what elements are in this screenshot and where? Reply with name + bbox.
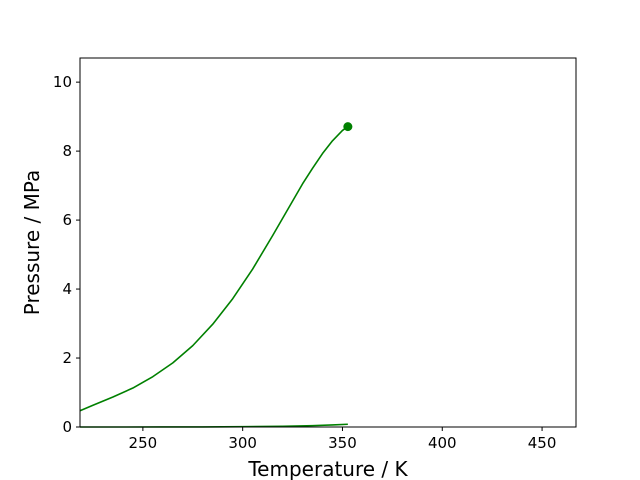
y-axis-label: Pressure / MPa <box>20 170 44 316</box>
x-axis-label: Temperature / K <box>247 457 408 480</box>
x-tick-label: 450 <box>528 434 557 452</box>
x-tick-label: 250 <box>129 434 158 452</box>
x-axis: 250 300 350 400 450 <box>129 427 557 452</box>
x-tick-label: 350 <box>328 434 357 452</box>
x-tick-label: 300 <box>228 434 257 452</box>
series-layer <box>79 125 349 428</box>
y-tick-label: 6 <box>62 211 72 229</box>
y-tick-label: 2 <box>62 349 72 367</box>
series-line-1 <box>79 125 349 412</box>
plot-frame <box>79 57 577 428</box>
endpoint-marker-1 <box>343 122 353 132</box>
y-tick-label: 8 <box>62 142 72 160</box>
marker-layer <box>343 122 353 132</box>
y-tick-label: 0 <box>62 418 72 436</box>
x-tick-label: 400 <box>428 434 457 452</box>
y-axis: 0 2 4 6 8 10 <box>53 73 80 436</box>
y-tick-label: 10 <box>53 73 72 91</box>
y-tick-label: 4 <box>62 280 72 298</box>
